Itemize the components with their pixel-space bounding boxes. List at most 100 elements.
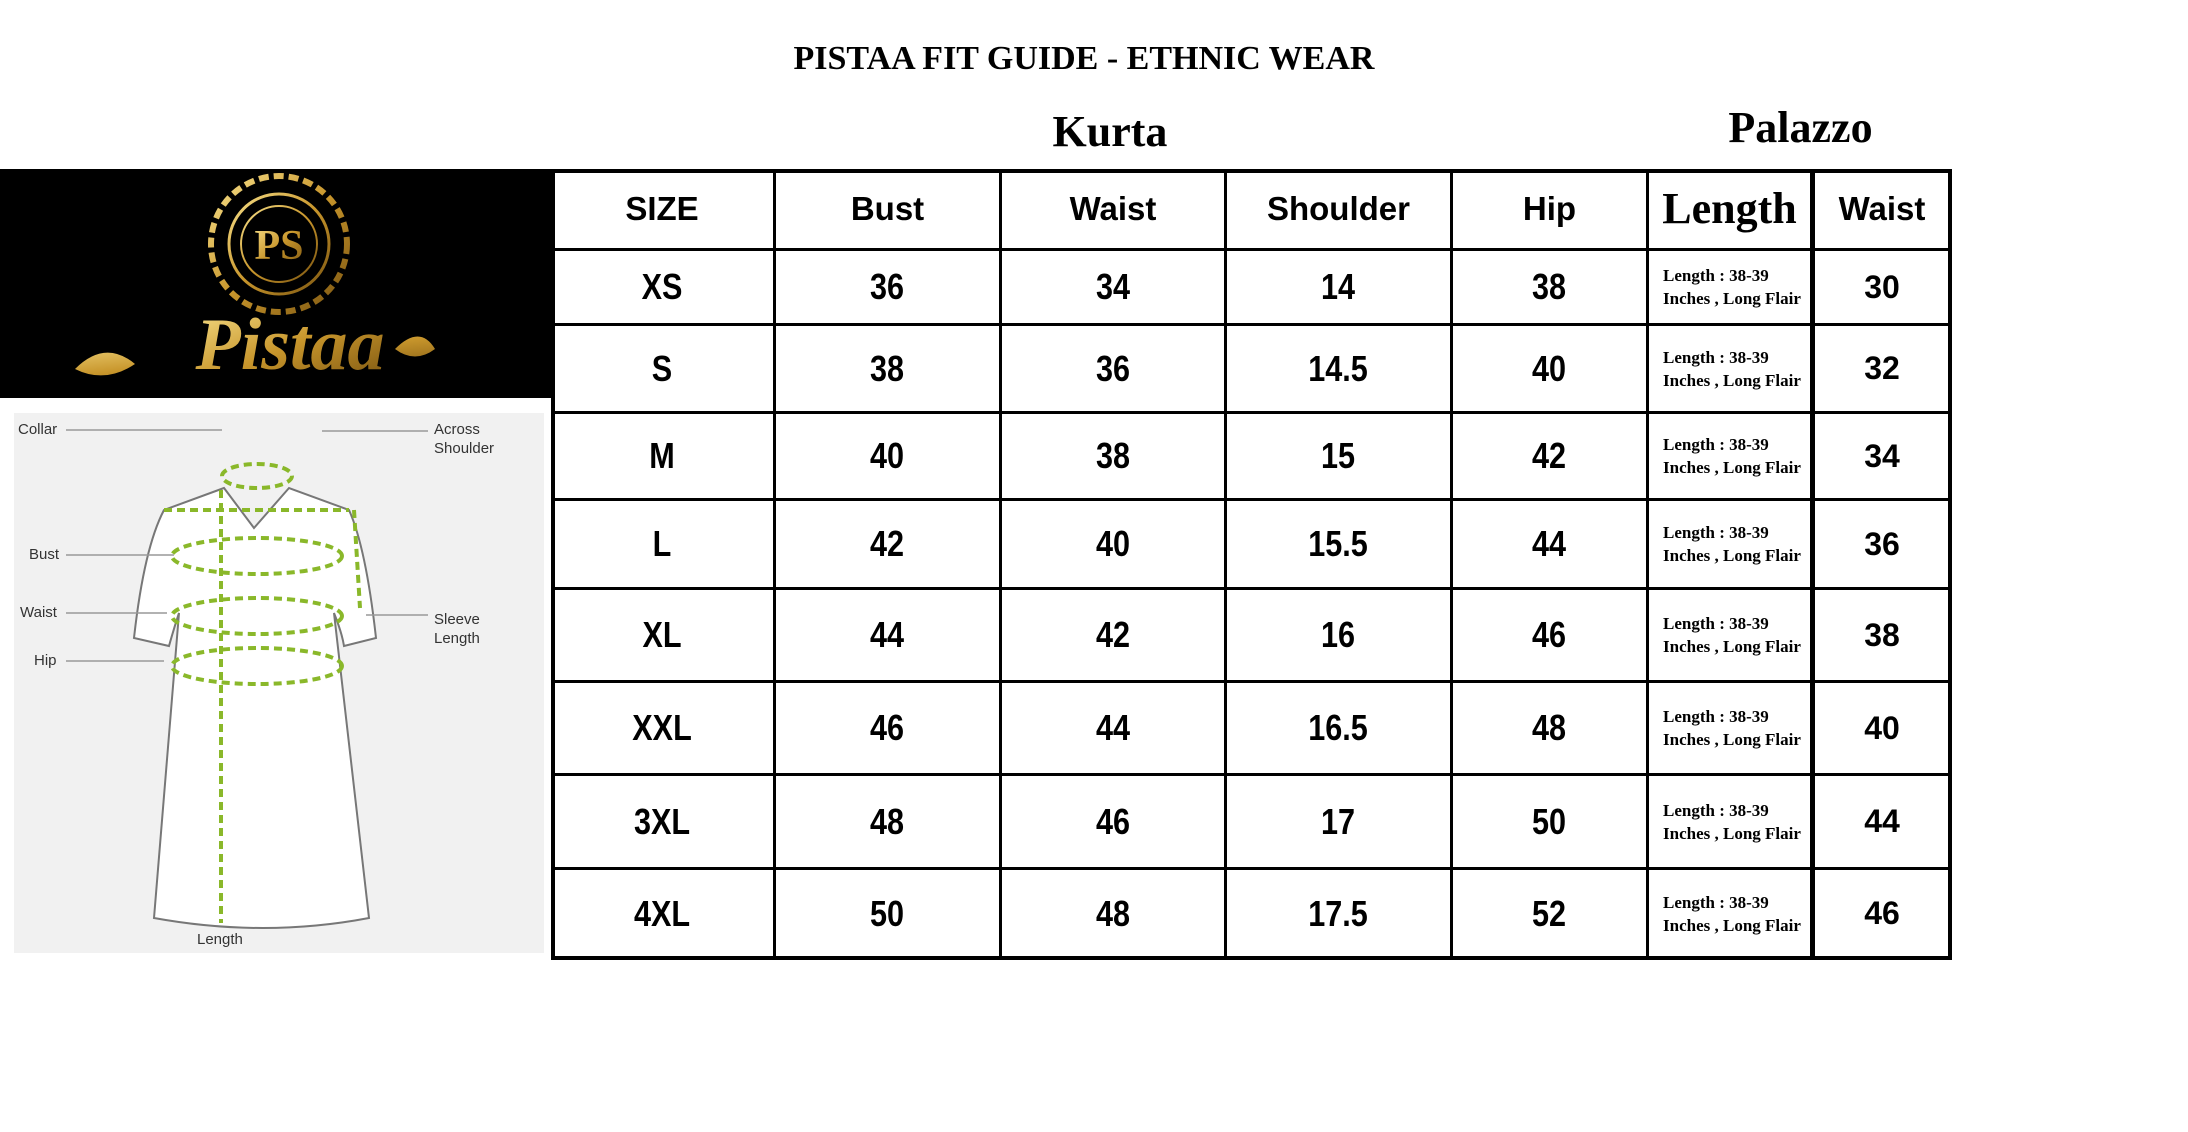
- cell-shoulder: 15: [1227, 414, 1453, 501]
- cell-value: Length : 38-39 Inches , Long Flair: [1663, 435, 1801, 477]
- cell-hip: 50: [1453, 776, 1649, 870]
- header-hip: Hip: [1453, 169, 1649, 251]
- cell-palazzo-length: Length : 38-39 Inches , Long Flair: [1649, 776, 1815, 870]
- header-shoulder: Shoulder: [1227, 169, 1453, 251]
- section-palazzo: Palazzo: [1728, 103, 1873, 152]
- cell-bust: 40: [776, 414, 1002, 501]
- cell-shoulder: 17: [1227, 776, 1453, 870]
- cell-palazzo-waist: 32: [1815, 326, 1952, 414]
- cell-value: 40: [1864, 709, 1900, 746]
- cell-bust: 46: [776, 683, 1002, 776]
- page-title: PISTAA FIT GUIDE - ETHNIC WEAR: [793, 40, 1375, 77]
- cell-palazzo-waist: 36: [1815, 501, 1952, 590]
- cell-hip: 48: [1453, 683, 1649, 776]
- cell-value: 44: [1095, 707, 1131, 748]
- cell-value: 17.5: [1308, 892, 1369, 934]
- header-bust: Bust: [776, 169, 1002, 251]
- label-collar: Collar: [18, 421, 58, 438]
- cell-waist: 42: [1002, 590, 1227, 683]
- cell-value: 38: [1095, 435, 1131, 476]
- kurta-measurement-diagram: Collar Across Shoulder Bust Waist Hip Sl…: [4, 398, 551, 960]
- cell-shoulder: 15.5: [1227, 501, 1453, 590]
- cell-waist: 38: [1002, 414, 1227, 501]
- cell-value: Length : 38-39 Inches , Long Flair: [1663, 892, 1801, 935]
- cell-value: 42: [870, 523, 905, 564]
- label-hip: Hip: [34, 652, 57, 669]
- label-waist: Waist: [20, 604, 57, 621]
- cell-value: Length : 38-39 Inches , Long Flair: [1663, 707, 1801, 749]
- cell-value: Length : 38-39 Inches , Long Flair: [1663, 266, 1801, 308]
- cell-value: M: [649, 435, 675, 476]
- cell-shoulder: 17.5: [1227, 870, 1453, 960]
- header-label: Shoulder: [1266, 189, 1410, 227]
- svg-text:PS: PS: [254, 223, 303, 269]
- label-bust: Bust: [29, 546, 60, 563]
- cell-value: 44: [1864, 803, 1900, 839]
- cell-hip: 42: [1453, 414, 1649, 501]
- cell-palazzo-length: Length : 38-39 Inches , Long Flair: [1649, 683, 1815, 776]
- cell-value: 38: [1532, 266, 1567, 307]
- cell-value: L: [652, 523, 672, 564]
- cell-palazzo-length: Length : 38-39 Inches , Long Flair: [1649, 590, 1815, 683]
- cell-value: Length : 38-39 Inches , Long Flair: [1663, 614, 1801, 656]
- cell-size: XL: [551, 590, 776, 683]
- cell-bust: 48: [776, 776, 1002, 870]
- cell-value: 15: [1321, 435, 1356, 476]
- cell-value: 32: [1864, 350, 1900, 386]
- cell-value: 16: [1321, 614, 1356, 655]
- cell-value: S: [651, 347, 673, 389]
- header-waist: Waist: [1002, 169, 1227, 251]
- header-label: SIZE: [625, 189, 699, 227]
- cell-value: XS: [641, 266, 683, 307]
- cell-palazzo-length: Length : 38-39 Inches , Long Flair: [1649, 414, 1815, 501]
- cell-shoulder: 14.5: [1227, 326, 1453, 414]
- header-label: Waist: [1069, 189, 1157, 227]
- cell-hip: 44: [1453, 501, 1649, 590]
- cell-palazzo-length: Length : 38-39 Inches , Long Flair: [1649, 251, 1815, 326]
- cell-value: 42: [1095, 614, 1131, 655]
- cell-value: 46: [1532, 614, 1567, 655]
- size-chart-table: SIZE Bust Waist Shoulder Hip Length Waist XS 36 3…: [551, 169, 1952, 960]
- cell-value: Length : 38-39 Inches , Long Flair: [1663, 523, 1801, 565]
- cell-size: M: [551, 414, 776, 501]
- cell-size: XS: [551, 251, 776, 326]
- cell-size: 4XL: [551, 870, 776, 960]
- header-label: Length: [1662, 184, 1797, 233]
- header-label: Waist: [1838, 189, 1926, 227]
- cell-value: 40: [1532, 347, 1567, 389]
- cell-value: 38: [870, 347, 905, 389]
- cell-bust: 50: [776, 870, 1002, 960]
- cell-waist: 36: [1002, 326, 1227, 414]
- cell-palazzo-length: Length : 38-39 Inches , Long Flair: [1649, 870, 1815, 960]
- cell-value: 3XL: [633, 800, 691, 842]
- cell-value: Length : 38-39 Inches , Long Flair: [1663, 347, 1801, 390]
- cell-palazzo-waist: 46: [1815, 870, 1952, 960]
- cell-bust: 44: [776, 590, 1002, 683]
- cell-value: 52: [1532, 892, 1567, 934]
- cell-shoulder: 16.5: [1227, 683, 1453, 776]
- cell-value: 46: [870, 707, 905, 748]
- cell-palazzo-waist: 40: [1815, 683, 1952, 776]
- cell-size: S: [551, 326, 776, 414]
- header-palazzo-length: Length: [1649, 169, 1815, 251]
- cell-waist: 44: [1002, 683, 1227, 776]
- cell-value: 40: [870, 435, 905, 476]
- cell-value: 30: [1864, 268, 1900, 305]
- cell-palazzo-length: Length : 38-39 Inches , Long Flair: [1649, 501, 1815, 590]
- cell-bust: 38: [776, 326, 1002, 414]
- pistaa-logo: PS Pistaa: [0, 169, 551, 398]
- cell-value: 48: [1532, 707, 1567, 748]
- label-length: Length: [197, 931, 243, 948]
- cell-value: 17: [1321, 800, 1356, 842]
- cell-value: 42: [1532, 435, 1567, 476]
- cell-value: 46: [1864, 895, 1900, 931]
- cell-shoulder: 16: [1227, 590, 1453, 683]
- cell-waist: 34: [1002, 251, 1227, 326]
- cell-shoulder: 14: [1227, 251, 1453, 326]
- cell-value: 34: [1864, 437, 1900, 474]
- cell-value: 50: [870, 892, 905, 934]
- cell-value: 14: [1321, 266, 1356, 307]
- section-kurta: Kurta: [1052, 107, 1168, 156]
- cell-value: 50: [1532, 800, 1567, 842]
- cell-hip: 52: [1453, 870, 1649, 960]
